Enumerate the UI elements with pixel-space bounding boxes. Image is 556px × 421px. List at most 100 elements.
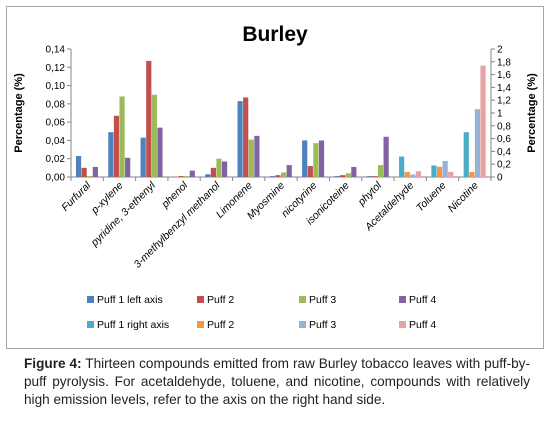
x-category-label: phenol [159,179,191,211]
bar-3 [248,139,254,177]
legend-swatch [299,321,306,328]
caption-label: Figure 4: [24,356,82,371]
y-left-tick-label: 0,00 [46,173,66,184]
bar-1 [302,140,308,177]
bar-1 [237,101,243,177]
bar-3 [345,173,351,177]
bar-7 [442,161,448,177]
bar-4 [254,135,260,177]
bar-3 [313,143,319,177]
legend-label: Puff 3 [309,294,336,306]
y-left-tick-label: 0,10 [46,81,66,92]
y-left-tick-label: 0,06 [46,118,66,129]
bar-2 [243,97,249,177]
y-right-tick-label: 1,4 [497,83,511,94]
x-category-label: Toluene [414,180,449,215]
legend-swatch [399,321,406,328]
bar-6 [404,171,410,177]
legend-label: Puff 2 [207,319,234,331]
legend-swatch [197,296,204,303]
y-right-tick-label: 0 [497,173,503,184]
bar-3 [151,94,157,177]
y-right-tick-label: 1,6 [497,70,511,81]
legend: Puff 1 left axis Puff 2 Puff 3 Puff 4 Puff 1… [87,294,436,331]
bar-7 [410,174,416,177]
bar-1 [140,137,146,177]
bar-4 [351,166,357,177]
bar-8 [480,65,486,177]
chart: Burley 0,00 0,02 0,04 0,06 0,08 0,10 0,12 0,14 0… [13,23,538,331]
bar-2 [81,167,87,177]
legend-label: Puff 1 right axis [97,319,169,331]
bar-3 [119,96,125,177]
legend-swatch [299,296,306,303]
bar-4 [125,157,131,177]
bar-8 [448,171,454,177]
bar-8 [415,171,422,177]
x-category-label: phytol [355,179,384,208]
bar-4 [221,161,228,177]
bar-2 [372,176,378,177]
y-axis-left-title: Percentage (%) [13,73,25,153]
bar-1 [75,155,82,177]
legend-label: Puff 2 [207,294,234,306]
bar-4 [157,127,163,177]
y-right-tick-label: 1 [497,109,503,120]
bar-1 [334,176,340,177]
y-left-tick-label: 0,14 [46,45,66,56]
legend-swatch [399,296,406,303]
bar-6 [436,166,443,177]
bar-2 [178,176,184,177]
bar-6 [469,171,475,177]
y-right-tick-label: 1,8 [497,57,511,68]
chart-title: Burley [242,23,308,46]
legend-swatch [87,321,94,328]
bar-4 [92,166,98,177]
bar-5 [431,165,437,177]
bar-3 [87,176,93,177]
bar-2 [113,115,120,177]
y-left-tick-label: 0,04 [46,136,66,147]
bar-7 [474,109,481,177]
y-right-tick-label: 0,4 [497,147,511,158]
y-right-tick-label: 2 [497,45,503,56]
bar-3 [216,158,222,177]
bar-2 [307,166,313,177]
legend-swatch [87,296,94,303]
y-left-tick-label: 0,08 [46,99,66,110]
bar-3 [184,176,190,177]
y-axis-right-title: Percentage (%) [526,73,538,153]
bar-4 [189,170,195,177]
bar-4 [318,140,325,177]
y-left-tick-label: 0,02 [46,154,66,165]
bar-4 [383,136,389,177]
legend-label: Puff 4 [409,294,436,306]
bar-4 [286,165,292,177]
y-right-tick-label: 0,2 [497,160,511,171]
legend-label: Puff 4 [409,319,436,331]
bar-1 [269,176,275,177]
bar-5 [463,132,469,177]
y-right-tick-label: 0,6 [497,134,511,145]
x-category-label: Nicotine [446,180,481,215]
y-right-tick-label: 0,8 [497,121,511,132]
bar-2 [340,175,346,177]
bar-5 [399,156,405,177]
bar-3 [281,172,287,177]
caption-text: Thirteen compounds emitted from raw Burl… [24,356,530,407]
legend-label: Puff 3 [309,319,336,331]
bar-2 [275,175,281,177]
bars [75,60,486,177]
bar-2 [146,60,152,177]
bar-1 [205,174,211,177]
bar-2 [210,167,216,177]
bar-1 [366,176,372,177]
bar-1 [108,132,114,177]
legend-swatch [197,321,204,328]
y-right-tick-label: 1,2 [497,96,511,107]
legend-label: Puff 1 left axis [97,294,163,306]
y-left-tick-label: 0,12 [46,63,66,74]
bar-3 [377,165,384,177]
figure-caption: Figure 4: Thirteen compounds emitted fro… [24,355,530,409]
